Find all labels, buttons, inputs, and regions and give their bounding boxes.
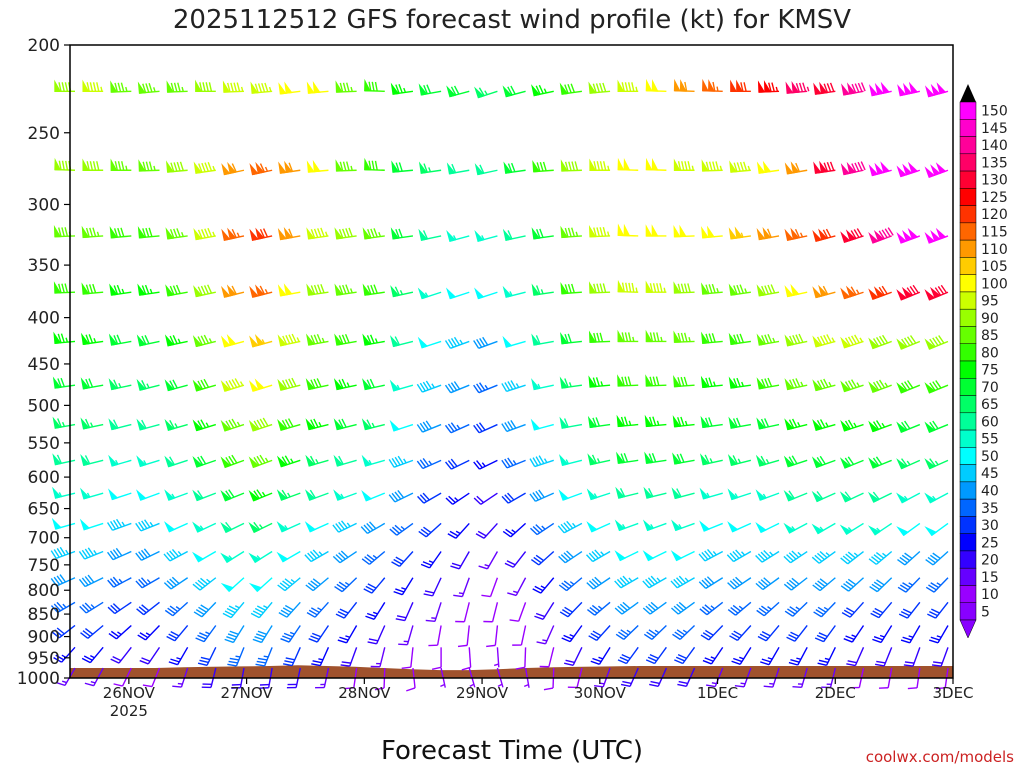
colorbar-label: 105 [981, 259, 1008, 275]
colorbar-label: 40 [981, 484, 999, 500]
colorbar-bottom-arrow [960, 620, 976, 638]
colorbar-label: 30 [981, 518, 999, 534]
colorbar-label: 125 [981, 190, 1008, 206]
colorbar-swatch [960, 326, 976, 343]
colorbar-swatch [960, 551, 976, 568]
colorbar-legend: 1501451401351301251201151101051009590858… [960, 84, 1008, 638]
x-tick-label: 3DEC [932, 684, 973, 702]
colorbar-swatch [960, 154, 976, 171]
colorbar-label: 100 [981, 276, 1008, 292]
colorbar-label: 70 [981, 380, 999, 396]
colorbar-label: 20 [981, 553, 999, 569]
y-tick-label: 700 [28, 529, 60, 549]
colorbar-label: 60 [981, 414, 999, 430]
y-tick-label: 450 [28, 355, 60, 375]
colorbar-swatch [960, 603, 976, 620]
y-tick-label: 650 [28, 500, 60, 520]
colorbar-label: 15 [981, 570, 999, 586]
colorbar-swatch [960, 396, 976, 413]
colorbar-label: 150 [981, 104, 1008, 120]
y-tick-label: 550 [28, 434, 60, 454]
y-tick-label: 1000 [17, 669, 60, 689]
colorbar-label: 85 [981, 328, 999, 344]
chart-title: 2025112512 GFS forecast wind profile (kt… [173, 5, 851, 35]
colorbar-swatch [960, 482, 976, 499]
colorbar-label: 120 [981, 207, 1008, 223]
x-year-label: 2025 [110, 702, 148, 720]
colorbar-label: 35 [981, 501, 999, 517]
y-tick-label: 200 [28, 36, 60, 56]
colorbar-swatch [960, 119, 976, 136]
colorbar-label: 145 [981, 121, 1008, 137]
colorbar-label: 50 [981, 449, 999, 465]
colorbar-label: 45 [981, 466, 999, 482]
colorbar-swatch [960, 309, 976, 326]
colorbar-swatch [960, 137, 976, 154]
colorbar-label: 65 [981, 397, 999, 413]
y-tick-label: 900 [28, 628, 60, 648]
colorbar-label: 115 [981, 225, 1008, 241]
colorbar-swatch [960, 534, 976, 551]
colorbar-label: 5 [981, 604, 990, 620]
credit-text: coolwx.com/models [866, 748, 1014, 766]
x-tick-label: 30NOV [574, 684, 627, 702]
x-axis: 26NOV 27NOV 28NOV 29NOV 30NOV 1DEC 2DEC 3DEC 202… [103, 678, 974, 720]
colorbar-swatch [960, 499, 976, 516]
y-tick-label: 950 [28, 649, 60, 669]
colorbar-swatch [960, 240, 976, 257]
colorbar-swatch [960, 516, 976, 533]
colorbar-swatch [960, 257, 976, 274]
colorbar-swatch [960, 361, 976, 378]
colorbar-label: 95 [981, 294, 999, 310]
y-tick-label: 750 [28, 556, 60, 576]
colorbar-label: 75 [981, 363, 999, 379]
x-tick-label: 2DEC [815, 684, 856, 702]
y-tick-label: 600 [28, 468, 60, 488]
colorbar-swatch [960, 378, 976, 395]
y-tick-label: 850 [28, 605, 60, 625]
colorbar-swatch [960, 223, 976, 240]
colorbar-label: 55 [981, 432, 999, 448]
colorbar-label: 80 [981, 345, 999, 361]
colorbar-swatch [960, 465, 976, 482]
colorbar-label: 10 [981, 587, 999, 603]
colorbar-swatch [960, 585, 976, 602]
colorbar-swatch [960, 292, 976, 309]
colorbar-swatch [960, 413, 976, 430]
colorbar-swatch [960, 102, 976, 119]
x-tick-label: 29NOV [456, 684, 509, 702]
y-tick-label: 250 [28, 124, 60, 144]
y-tick-label: 800 [28, 581, 60, 601]
y-tick-label: 500 [28, 396, 60, 416]
colorbar-label: 25 [981, 535, 999, 551]
colorbar-swatch [960, 344, 976, 361]
y-tick-label: 350 [28, 256, 60, 276]
x-tick-label: 28NOV [338, 684, 391, 702]
colorbar-swatch [960, 171, 976, 188]
colorbar-swatch [960, 188, 976, 205]
x-tick-label: 26NOV [103, 684, 156, 702]
colorbar-swatch [960, 430, 976, 447]
x-tick-label: 1DEC [697, 684, 738, 702]
colorbar-swatch [960, 206, 976, 223]
colorbar-label: 135 [981, 155, 1008, 171]
colorbar-top-arrow [960, 84, 976, 102]
y-tick-label: 400 [28, 309, 60, 329]
colorbar-label: 130 [981, 173, 1008, 189]
x-tick-label: 27NOV [221, 684, 274, 702]
x-axis-label: Forecast Time (UTC) [381, 736, 643, 766]
y-tick-label: 300 [28, 195, 60, 215]
colorbar-label: 140 [981, 138, 1008, 154]
colorbar-swatch [960, 447, 976, 464]
colorbar-label: 90 [981, 311, 999, 327]
colorbar-swatch [960, 275, 976, 292]
colorbar-label: 110 [981, 242, 1008, 258]
y-axis: 200 250 300 350 400 450 500 550 600 650 700 750 800 8… [17, 36, 70, 689]
colorbar-swatch [960, 568, 976, 585]
